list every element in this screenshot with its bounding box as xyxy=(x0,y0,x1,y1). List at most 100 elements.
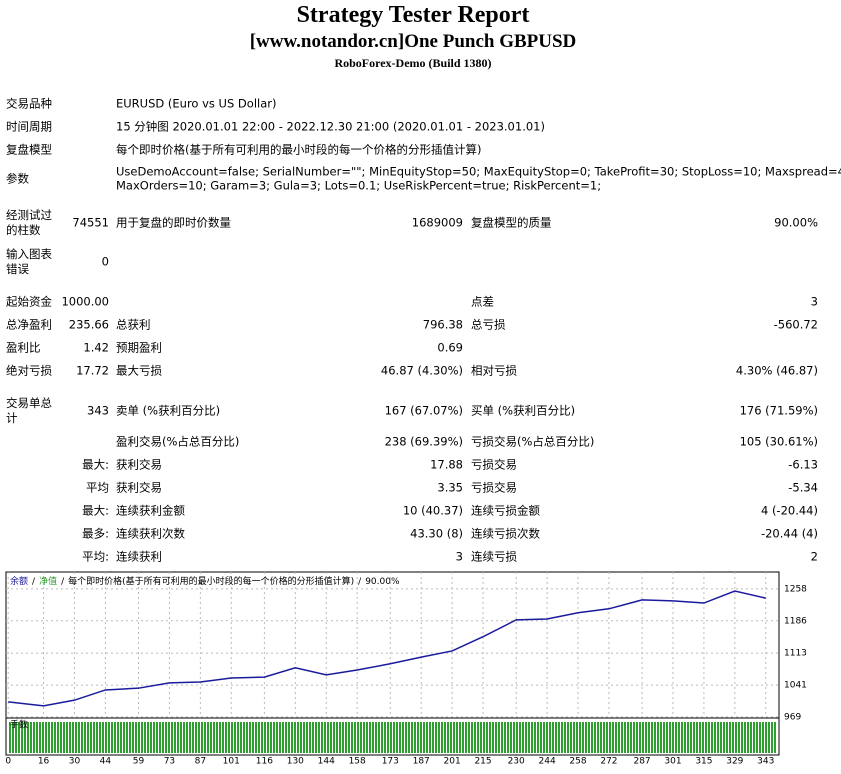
stat-label: 连续亏损 xyxy=(471,549,517,564)
stat-label: 亏损交易 xyxy=(471,480,517,495)
stat-value: -5.34 xyxy=(788,480,818,495)
info-label: 复盘模型 xyxy=(6,142,52,157)
x-tick-label: 87 xyxy=(195,757,206,767)
info-value: UseDemoAccount=false; SerialNumber=""; M… xyxy=(116,164,841,179)
stat-value: 90.00% xyxy=(774,215,818,230)
stat-value: 1000.00 xyxy=(61,294,109,309)
x-tick-label: 343 xyxy=(757,757,774,767)
legend-separator: / xyxy=(61,577,65,587)
stat-label: 绝对亏损 xyxy=(6,363,52,378)
x-tick-label: 144 xyxy=(318,757,335,767)
x-tick-label: 215 xyxy=(474,757,491,767)
x-tick-label: 272 xyxy=(600,757,617,767)
y-tick-label: 969 xyxy=(784,713,801,723)
report-title: Strategy Tester Report xyxy=(296,2,530,28)
stat-value: 1689009 xyxy=(411,215,463,230)
stat-value: 3.35 xyxy=(437,480,463,495)
legend-separator: / xyxy=(358,577,362,587)
stat-value: 238 (69.39%) xyxy=(384,434,463,449)
server-name: RoboForex-Demo (Build 1380) xyxy=(334,56,492,70)
stat-label: 起始资金 xyxy=(6,294,52,309)
legend-entry: 每个即时价格(基于所有可利用的最小时段的每一个价格的分形插值计算) xyxy=(68,575,354,587)
info-value: MaxOrders=10; Garam=3; Gula=3; Lots=0.1;… xyxy=(116,178,602,193)
stat-value: 235.66 xyxy=(68,317,109,332)
stat-label: 连续亏损次数 xyxy=(471,526,540,541)
x-tick-label: 73 xyxy=(164,757,175,767)
stat-label: 相对亏损 xyxy=(471,363,517,378)
stat-label: 点差 xyxy=(471,294,494,309)
info-value: EURUSD (Euro vs US Dollar) xyxy=(116,96,277,111)
stat-label: 总亏损 xyxy=(471,317,506,332)
stat-value: 796.38 xyxy=(422,317,463,332)
stat-label: 亏损交易(%占总百分比) xyxy=(471,434,595,449)
x-tick-label: 116 xyxy=(256,757,273,767)
stat-value: 10 (40.37) xyxy=(402,503,463,518)
y-tick-label: 1186 xyxy=(784,616,807,626)
stat-value: 167 (67.07%) xyxy=(384,403,463,418)
stat-label: 连续获利 xyxy=(116,549,162,564)
info-value: 每个即时价格(基于所有可利用的最小时段的每一个价格的分形插值计算) xyxy=(116,142,482,157)
stat-value: 2 xyxy=(810,549,818,564)
stat-value: 最大: xyxy=(82,457,109,472)
stat-value: -6.13 xyxy=(788,457,818,472)
x-tick-label: 301 xyxy=(664,757,681,767)
balance-line xyxy=(8,590,766,707)
stat-value: 1.42 xyxy=(83,340,109,355)
info-label: 交易品种 xyxy=(6,96,52,111)
stat-value: 343 xyxy=(87,403,109,418)
stat-label: 连续亏损金额 xyxy=(471,503,540,518)
info-label: 参数 xyxy=(6,171,29,186)
stat-value: 最多: xyxy=(82,526,109,541)
info-value: 15 分钟图 2020.01.01 22:00 - 2022.12.30 21:… xyxy=(116,119,545,134)
volume-label: 手数 xyxy=(10,719,28,731)
x-tick-label: 287 xyxy=(633,757,650,767)
stat-label: 连续获利金额 xyxy=(116,503,185,518)
x-tick-label: 158 xyxy=(349,757,366,767)
legend-entry: 净值 xyxy=(39,575,57,587)
stat-value: 平均 xyxy=(86,480,109,495)
stat-label: 总净盈利 xyxy=(6,317,52,332)
x-tick-label: 201 xyxy=(444,757,461,767)
stat-label: 经测试过的柱数 xyxy=(6,208,52,237)
stat-label: 用于复盘的即时价数量 xyxy=(116,215,231,230)
x-tick-label: 315 xyxy=(695,757,712,767)
x-tick-label: 187 xyxy=(413,757,430,767)
stat-label: 买单 (%获利百分比) xyxy=(471,403,576,418)
stat-value: 4.30% (46.87) xyxy=(735,363,818,378)
y-tick-label: 1041 xyxy=(784,681,807,691)
stat-label: 卖单 (%获利百分比) xyxy=(116,403,221,418)
x-tick-label: 329 xyxy=(726,757,743,767)
legend-entry: 余额 xyxy=(10,575,28,587)
y-tick-label: 1113 xyxy=(784,649,807,659)
stat-label: 预期盈利 xyxy=(116,340,162,355)
report-subtitle: [www.notandor.cn]One Punch GBPUSD xyxy=(249,31,577,52)
stat-label: 最大亏损 xyxy=(116,363,162,378)
legend-separator: / xyxy=(32,577,36,587)
x-tick-label: 173 xyxy=(382,757,399,767)
stat-label: 复盘模型的质量 xyxy=(471,215,552,230)
legend-entry: 90.00% xyxy=(365,577,400,587)
stat-label: 亏损交易 xyxy=(471,457,517,472)
x-tick-label: 101 xyxy=(223,757,240,767)
stat-value: 最大: xyxy=(82,503,109,518)
legend: 余额 / 净值 / 每个即时价格(基于所有可利用的最小时段的每一个价格的分形插值计算) /… xyxy=(10,575,400,587)
x-tick-label: 258 xyxy=(569,757,586,767)
x-tick-label: 59 xyxy=(133,757,145,767)
stat-value: 17.88 xyxy=(430,457,463,472)
stat-label: 输入图表错误 xyxy=(6,247,52,276)
stat-value: 43.30 (8) xyxy=(410,526,463,541)
x-tick-label: 44 xyxy=(100,757,112,767)
stat-value: -560.72 xyxy=(773,317,818,332)
stat-value: 0.69 xyxy=(437,340,463,355)
stat-value: 0 xyxy=(101,254,109,269)
stat-value: 74551 xyxy=(72,215,109,230)
info-label: 时间周期 xyxy=(6,119,52,134)
stat-value: 105 (30.61%) xyxy=(739,434,818,449)
stat-label: 盈利交易(%占总百分比) xyxy=(116,434,240,449)
stat-label: 获利交易 xyxy=(116,457,162,472)
stat-value: 3 xyxy=(455,549,463,564)
stat-value: 平均: xyxy=(82,549,109,564)
x-tick-label: 30 xyxy=(69,757,81,767)
